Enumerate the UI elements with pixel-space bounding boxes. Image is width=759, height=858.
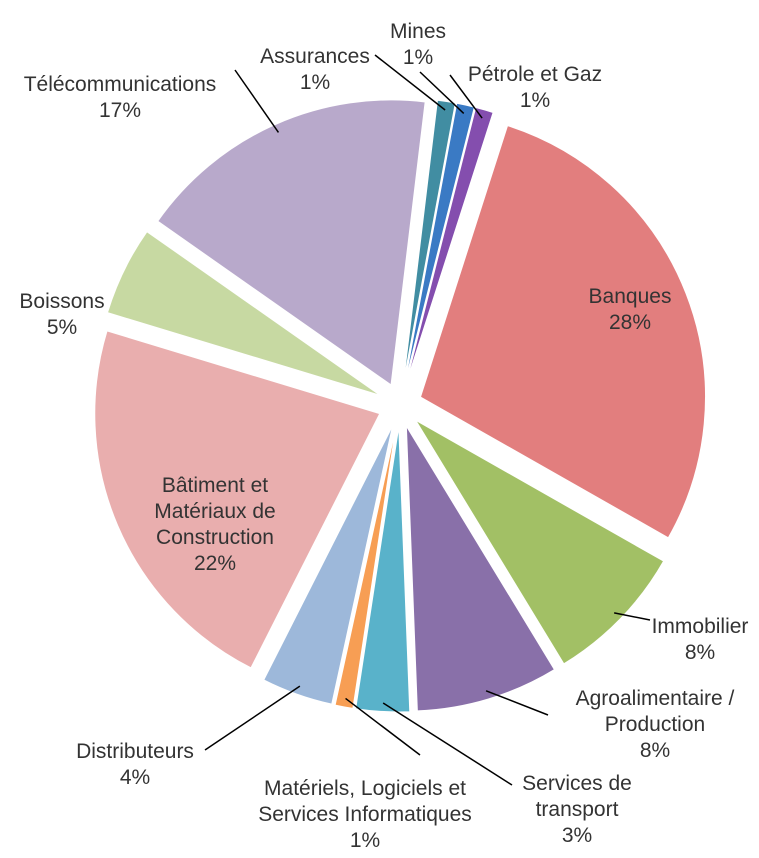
value-label: 17%: [98, 99, 142, 122]
category-name: Télécommunications: [23, 73, 217, 96]
category-name: Boissons: [19, 290, 105, 313]
slice-label: Boissons 5%: [7, 289, 117, 341]
value-label: 8%: [684, 641, 716, 664]
leader-line: [382, 702, 513, 786]
pie-slice: [157, 99, 426, 386]
slice-label: Mines 1%: [378, 19, 458, 71]
slice-label: Matériels, Logiciels et Services Informa…: [250, 776, 480, 854]
leader-line: [204, 685, 301, 751]
slice-label: Télécommunications 17%: [13, 72, 228, 124]
value-label: 1%: [349, 829, 381, 852]
pie-slice: [355, 426, 411, 713]
leader-line: [485, 690, 549, 716]
slice-label: Agroalimentaire / Production 8%: [540, 686, 759, 764]
category-name: Assurances: [260, 45, 370, 68]
leader-line: [419, 71, 465, 114]
value-label: 4%: [119, 766, 151, 789]
pie-slice: [405, 424, 556, 712]
category-name: Agroalimentaire / Production: [575, 687, 735, 736]
leader-line: [614, 612, 651, 621]
value-label: 1%: [299, 71, 331, 94]
category-name: Distributeurs: [76, 740, 194, 763]
value-label: 28%: [608, 311, 652, 334]
category-name: Matériels, Logiciels et Services Informa…: [258, 777, 472, 826]
slice-label: Services de transport 3%: [507, 771, 647, 849]
category-name: Bâtiment et Matériaux de Construction: [154, 474, 276, 549]
category-name: Pétrole et Gaz: [467, 63, 603, 86]
value-label: 5%: [46, 316, 78, 339]
pie-slice: [334, 426, 397, 709]
slice-label: Immobilier 8%: [640, 614, 759, 666]
leader-line: [345, 697, 421, 756]
leader-line: [449, 74, 483, 119]
pie-slice: [94, 330, 381, 669]
leader-line: [234, 69, 280, 133]
pie-slice: [419, 124, 706, 539]
leader-line: [374, 54, 446, 111]
pie-slice: [414, 418, 665, 665]
pie-slice: [402, 99, 456, 384]
value-label: 8%: [639, 739, 671, 762]
pie-slice: [263, 425, 394, 705]
pie-slice: [106, 230, 381, 396]
slice-label: Distributeurs 4%: [60, 739, 210, 791]
category-name: Mines: [389, 20, 447, 43]
slice-label: Assurances 1%: [245, 44, 385, 96]
slice-label: Banques 28%: [570, 284, 690, 336]
value-label: 22%: [193, 552, 237, 575]
slice-label: Bâtiment et Matériaux de Construction 22%: [125, 473, 305, 577]
category-name: Immobilier: [651, 615, 749, 638]
value-label: 3%: [561, 824, 593, 847]
category-name: Services de transport: [522, 772, 632, 821]
pie-slice: [405, 106, 494, 385]
value-label: 1%: [402, 46, 434, 69]
slice-label: Pétrole et Gaz 1%: [445, 62, 625, 114]
category-name: Banques: [588, 285, 672, 308]
value-label: 1%: [519, 89, 551, 112]
